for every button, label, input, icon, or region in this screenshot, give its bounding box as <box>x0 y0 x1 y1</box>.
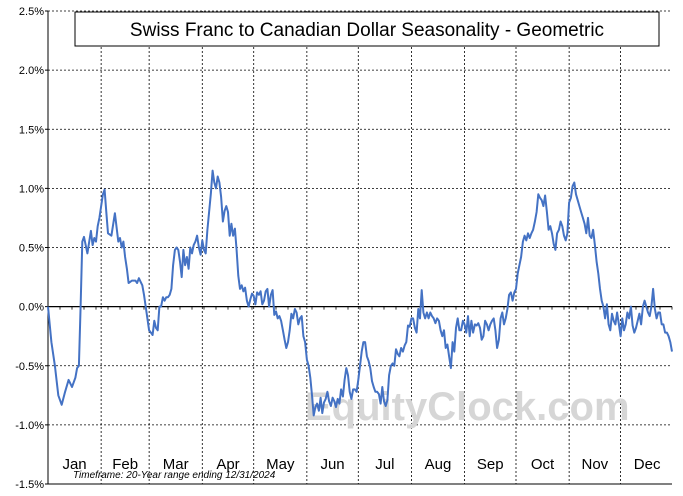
month-label-mar: Mar <box>163 456 189 473</box>
y-tick-label: -1.5% <box>15 479 44 491</box>
y-tick-label: 0.5% <box>19 243 44 255</box>
month-label-dec: Dec <box>634 456 661 473</box>
y-tick-label: 1.0% <box>19 183 44 195</box>
y-tick-label: 0.0% <box>19 302 44 314</box>
axes <box>45 10 673 485</box>
y-tick-label: 2.5% <box>19 6 44 18</box>
y-tick-labels: 2.5% 2.0% 1.5% 1.0% 0.5% 0.0% -0.5% -1.0% -1.5% <box>15 6 44 491</box>
chart-title: Swiss Franc to Canadian Dollar Seasonali… <box>130 20 604 41</box>
month-label-jul: Jul <box>375 456 394 473</box>
month-label-nov: Nov <box>582 456 609 473</box>
seasonality-line <box>47 169 673 417</box>
footnote: Timeframe: 20-Year range ending 12/31/20… <box>73 470 276 481</box>
month-label-feb: Feb <box>112 456 138 473</box>
month-labels: Jan Feb Mar Apr May Jun Jul Aug Sep Oct Nov Dec <box>62 456 660 473</box>
title-box: Swiss Franc to Canadian Dollar Seasonali… <box>74 11 660 47</box>
month-label-oct: Oct <box>531 456 555 473</box>
month-label-may: May <box>266 456 295 473</box>
month-label-aug: Aug <box>425 456 452 473</box>
y-tick-label: -0.5% <box>15 361 44 373</box>
series-layer <box>47 169 673 417</box>
month-label-jun: Jun <box>320 456 344 473</box>
y-tick-label: -1.0% <box>15 420 44 432</box>
month-label-apr: Apr <box>216 456 239 473</box>
y-tick-label: 1.5% <box>19 124 44 136</box>
y-tick-label: 2.0% <box>19 65 44 77</box>
month-label-jan: Jan <box>62 456 86 473</box>
title-frame <box>74 11 660 47</box>
watermark: EquityClock.com <box>305 385 630 429</box>
month-label-sep: Sep <box>477 456 504 473</box>
